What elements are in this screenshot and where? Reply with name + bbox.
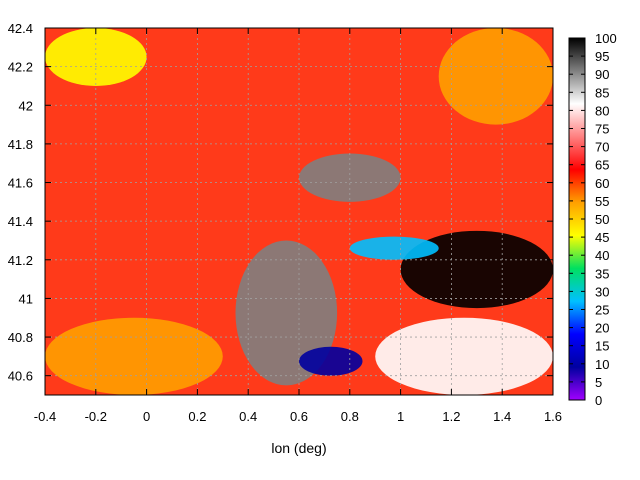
x-tick-label: 0.8 [341, 409, 359, 424]
colorbar-tick-label: 45 [595, 230, 609, 245]
y-tick-label: 41.2 [8, 253, 33, 268]
heatmap-regions [45, 28, 553, 395]
y-tick-label: 41.4 [8, 214, 33, 229]
colorbar-tick-label: 10 [595, 357, 609, 372]
x-tick-label: 1 [397, 409, 404, 424]
region-dark-band-northeast [400, 230, 553, 309]
region-green-northwest [45, 28, 147, 86]
colorbar-tick-label: 5 [595, 375, 602, 390]
y-tick-label: 41.6 [8, 176, 33, 191]
colorbar-tick-label: 95 [595, 49, 609, 64]
x-tick-label: -0.2 [85, 409, 107, 424]
region-blue-low-tarragona [349, 236, 439, 260]
region-green-southwest [45, 317, 223, 395]
colorbar-tick-label: 55 [595, 194, 609, 209]
x-tick-label: 0.4 [239, 409, 257, 424]
y-axis-ticks: 40.6 40.8 41 41.2 41.4 41.6 41.8 42 42.2 42.4 [8, 21, 553, 384]
region-purple-low-delta [299, 346, 363, 376]
x-tick-label: 0.2 [188, 409, 206, 424]
x-tick-label: 1.6 [544, 409, 562, 424]
x-axis-ticks: -0.4 -0.2 0 0.2 0.4 0.6 0.8 1 1.2 1.4 1.6 [34, 28, 562, 424]
colorbar-tick-label: 70 [595, 140, 609, 155]
y-tick-label: 40.8 [8, 330, 33, 345]
colorbar-tick-label: 50 [595, 212, 609, 227]
colorbar-tick-label: 40 [595, 248, 609, 263]
x-tick-label: 1.2 [442, 409, 460, 424]
colorbar-tick-label: 80 [595, 103, 609, 118]
colorbar-tick-label: 0 [595, 393, 602, 408]
x-tick-label: 0 [143, 409, 150, 424]
colorbar-tick-label: 30 [595, 284, 609, 299]
colorbar-tick-label: 85 [595, 85, 609, 100]
colorbar-tick-label: 35 [595, 266, 609, 281]
colorbar-tick-label: 60 [595, 176, 609, 191]
region-dark-basin-ebro [235, 240, 338, 386]
colorbar-ticks: 0 5 10 15 20 25 30 35 40 45 50 55 60 65 70 75 80 85 90 95 10… [569, 31, 617, 408]
region-coastal-red-sea-area [375, 317, 553, 395]
colorbar-tick-label: 65 [595, 158, 609, 173]
x-tick-label: 0.6 [290, 409, 308, 424]
colorbar-tick-label: 20 [595, 321, 609, 336]
x-axis-label: lon (deg) [271, 440, 326, 456]
x-tick-label: -0.4 [34, 409, 56, 424]
y-tick-label: 42 [19, 98, 33, 113]
colorbar-tick-label: 75 [595, 122, 609, 137]
colorbar-tick-label: 15 [595, 339, 609, 354]
y-tick-label: 42.4 [8, 21, 33, 36]
region-green-northeast [438, 28, 553, 125]
y-tick-label: 41 [19, 291, 33, 306]
colorbar-tick-label: 25 [595, 303, 609, 318]
colorbar-tick-label: 90 [595, 67, 609, 82]
y-tick-label: 41.8 [8, 137, 33, 152]
region-grey-center [299, 153, 401, 202]
y-tick-label: 42.2 [8, 60, 33, 75]
x-tick-label: 1.4 [493, 409, 511, 424]
colorbar-tick-label: 100 [595, 31, 617, 46]
y-tick-label: 40.6 [8, 369, 33, 384]
